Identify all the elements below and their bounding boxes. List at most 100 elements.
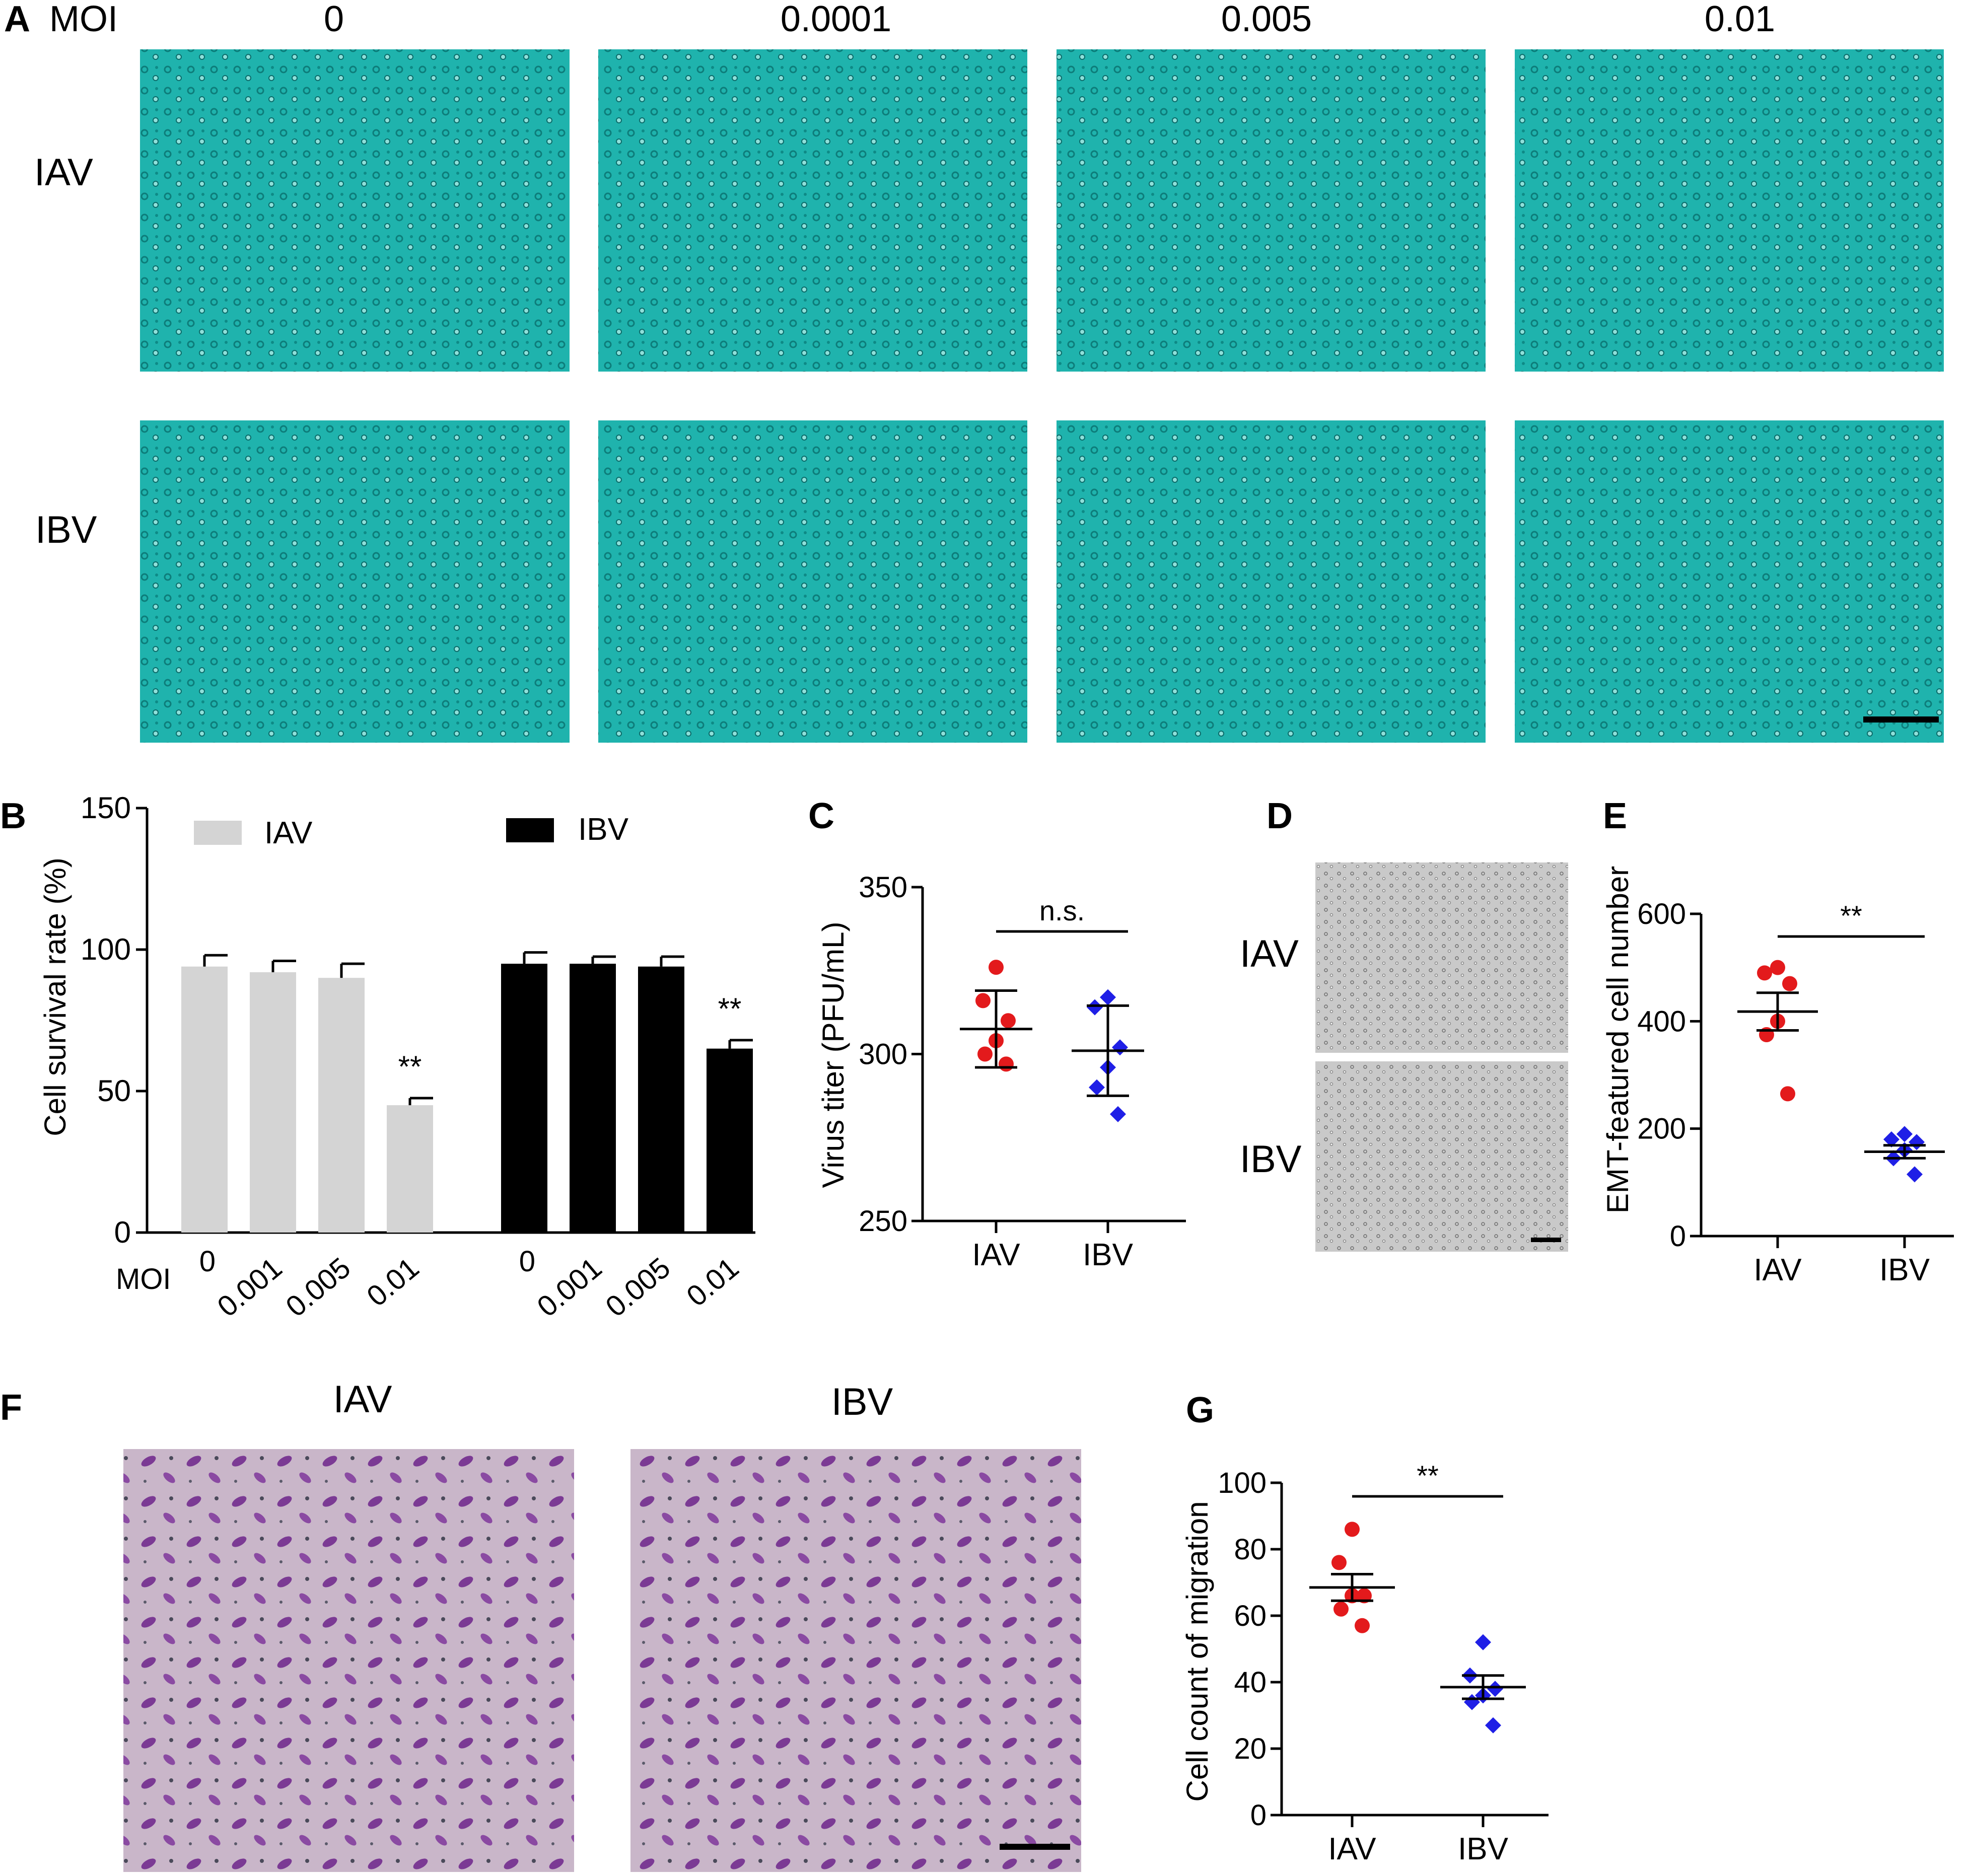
b-x-tick-label: 0.01: [361, 1251, 425, 1313]
row-label-ibv: IBV: [35, 509, 97, 551]
e-axis: 0 200 400 600 IAV IBV: [1637, 898, 1954, 1287]
c-point: [1100, 989, 1116, 1005]
b-bar: [318, 978, 365, 1233]
b-legend-swatch-ibv: [506, 818, 554, 842]
micrograph-iav-moi-3: [1515, 49, 1944, 372]
f-micrograph-ibv: [630, 1449, 1081, 1872]
micrograph-iav-moi-1: [598, 49, 1027, 372]
g-point: [1487, 1681, 1503, 1697]
b-bar: [638, 966, 684, 1233]
b-bar: [387, 1105, 433, 1233]
d-micrograph-iav: [1315, 862, 1568, 1053]
b-legend-swatch-iav: [194, 821, 242, 845]
b-x-prefix: MOI: [116, 1263, 171, 1295]
c-point: [1001, 1013, 1016, 1029]
b-x-tick-label: 0.001: [531, 1251, 608, 1323]
b-y-tick-label: 150: [81, 791, 131, 825]
b-y-tick-label: 50: [97, 1074, 131, 1108]
e-significance-label: **: [1840, 900, 1862, 931]
micrograph-iav-moi-2: [1057, 49, 1486, 372]
g-y-tick-label: 100: [1218, 1467, 1267, 1499]
b-axis: 0 50 100 150: [81, 791, 755, 1249]
chart-c: C Virus titer (PFU/mL) 250 300 350 IAV IBV n…: [808, 796, 1186, 1272]
g-x-tick-label: IBV: [1458, 1832, 1509, 1866]
scale-bar-f: [1000, 1844, 1070, 1850]
b-legend-label-ibv: IBV: [578, 812, 629, 847]
e-y-tick-label: 200: [1637, 1113, 1686, 1145]
g-marks: **: [1309, 1460, 1526, 1734]
moi-label: MOI: [49, 0, 118, 39]
moi-value-3: 0.005: [1221, 0, 1312, 39]
moi-value-4: 0.01: [1705, 0, 1775, 39]
scale-bar-d: [1531, 1238, 1561, 1242]
e-point: [1782, 976, 1797, 991]
micrograph-ibv-moi-3: [1515, 420, 1944, 743]
b-bar: [250, 972, 296, 1233]
e-x-tick-label: IAV: [1753, 1253, 1802, 1287]
e-point: [1896, 1126, 1913, 1142]
c-point: [975, 993, 991, 1008]
b-x-tick-label: 0.001: [211, 1251, 288, 1323]
e-marks: **: [1737, 900, 1945, 1183]
micrograph-ibv-moi-0: [140, 420, 570, 743]
panel-letter-b: B: [0, 796, 26, 836]
b-y-tick-label: 0: [114, 1215, 131, 1249]
e-y-tick-label: 600: [1637, 898, 1686, 930]
c-marks: n.s.: [960, 895, 1144, 1122]
b-bar: [570, 964, 616, 1233]
g-point: [1331, 1555, 1347, 1570]
b-x-tick-label: 0: [199, 1245, 216, 1278]
panel-letter-g: G: [1186, 1390, 1214, 1430]
g-x-tick-label: IAV: [1328, 1832, 1376, 1866]
panel-letter-d: D: [1267, 796, 1293, 836]
g-y-tick-label: 40: [1234, 1666, 1267, 1699]
b-bar: [501, 964, 547, 1233]
micrograph-ibv-moi-1: [598, 420, 1027, 743]
b-legend-label-iav: IAV: [264, 816, 313, 850]
chart-e: E EMT-featured cell number 0 200 400 600 IAV…: [1601, 796, 1954, 1287]
panel-d: D IAV IBV: [1240, 796, 1568, 1252]
b-bar: [181, 966, 228, 1233]
e-point: [1909, 1134, 1925, 1150]
c-ylabel: Virus titer (PFU/mL): [816, 922, 850, 1188]
c-point: [999, 1056, 1014, 1072]
g-point: [1355, 1618, 1370, 1633]
e-point: [1780, 1086, 1795, 1102]
panel-letter-a: A: [4, 0, 30, 39]
panel-letter-c: C: [808, 796, 834, 836]
c-point: [1087, 999, 1103, 1016]
c-y-tick-label: 300: [859, 1038, 907, 1071]
panel-f: F IAV IBV: [0, 1378, 1081, 1872]
b-significance-label: **: [718, 992, 742, 1026]
c-point: [989, 960, 1004, 975]
g-point: [1333, 1601, 1349, 1617]
b-x-tick-label: 0: [519, 1245, 535, 1278]
g-y-tick-label: 0: [1250, 1799, 1267, 1832]
d-row-label-iav: IAV: [1240, 932, 1299, 975]
b-y-tick-label: 100: [81, 932, 131, 966]
d-row-label-ibv: IBV: [1240, 1138, 1302, 1181]
b-significance-label: **: [398, 1050, 422, 1084]
b-x-tick-label: 0.01: [680, 1251, 745, 1313]
c-point: [977, 1046, 993, 1062]
g-point: [1475, 1634, 1491, 1650]
panel-a: A MOI 0 0.0001 0.005 0.01 IAV IBV: [4, 0, 1944, 743]
panel-letter-f: F: [0, 1388, 22, 1428]
e-y-tick-label: 0: [1670, 1220, 1686, 1253]
e-y-tick-label: 400: [1637, 1005, 1686, 1038]
e-x-tick-label: IBV: [1879, 1253, 1930, 1287]
moi-value-2: 0.0001: [781, 0, 891, 39]
c-y-tick-label: 250: [859, 1205, 907, 1238]
micrograph-ibv-moi-2: [1057, 420, 1486, 743]
b-legend: IAV IBV: [194, 812, 629, 850]
g-y-tick-label: 80: [1234, 1533, 1267, 1566]
micrograph-iav-moi-0: [140, 49, 570, 372]
e-point: [1883, 1131, 1900, 1147]
g-y-tick-label: 60: [1234, 1600, 1267, 1632]
f-col-label-ibv: IBV: [831, 1381, 893, 1423]
c-x-tick-label: IBV: [1083, 1238, 1134, 1272]
e-point: [1907, 1166, 1923, 1183]
g-point: [1485, 1717, 1501, 1734]
